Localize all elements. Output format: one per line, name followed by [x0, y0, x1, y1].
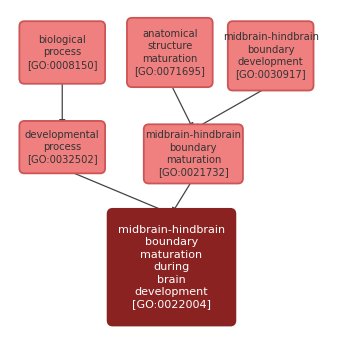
Text: anatomical
structure
maturation
[GO:0071695]: anatomical structure maturation [GO:0071…	[134, 29, 205, 76]
FancyBboxPatch shape	[108, 209, 235, 325]
Text: midbrain-hindbrain
boundary
maturation
[GO:0021732]: midbrain-hindbrain boundary maturation […	[145, 130, 241, 178]
FancyBboxPatch shape	[228, 21, 314, 90]
FancyBboxPatch shape	[144, 124, 243, 184]
Text: developmental
process
[GO:0032502]: developmental process [GO:0032502]	[25, 130, 99, 165]
Text: midbrain-hindbrain
boundary
maturation
during
brain
development
[GO:0022004]: midbrain-hindbrain boundary maturation d…	[118, 225, 225, 309]
FancyBboxPatch shape	[20, 121, 105, 173]
FancyBboxPatch shape	[127, 18, 213, 87]
FancyBboxPatch shape	[20, 21, 105, 84]
Text: biological
process
[GO:0008150]: biological process [GO:0008150]	[27, 35, 97, 70]
Text: midbrain-hindbrain
boundary
development
[GO:0030917]: midbrain-hindbrain boundary development …	[223, 32, 319, 79]
